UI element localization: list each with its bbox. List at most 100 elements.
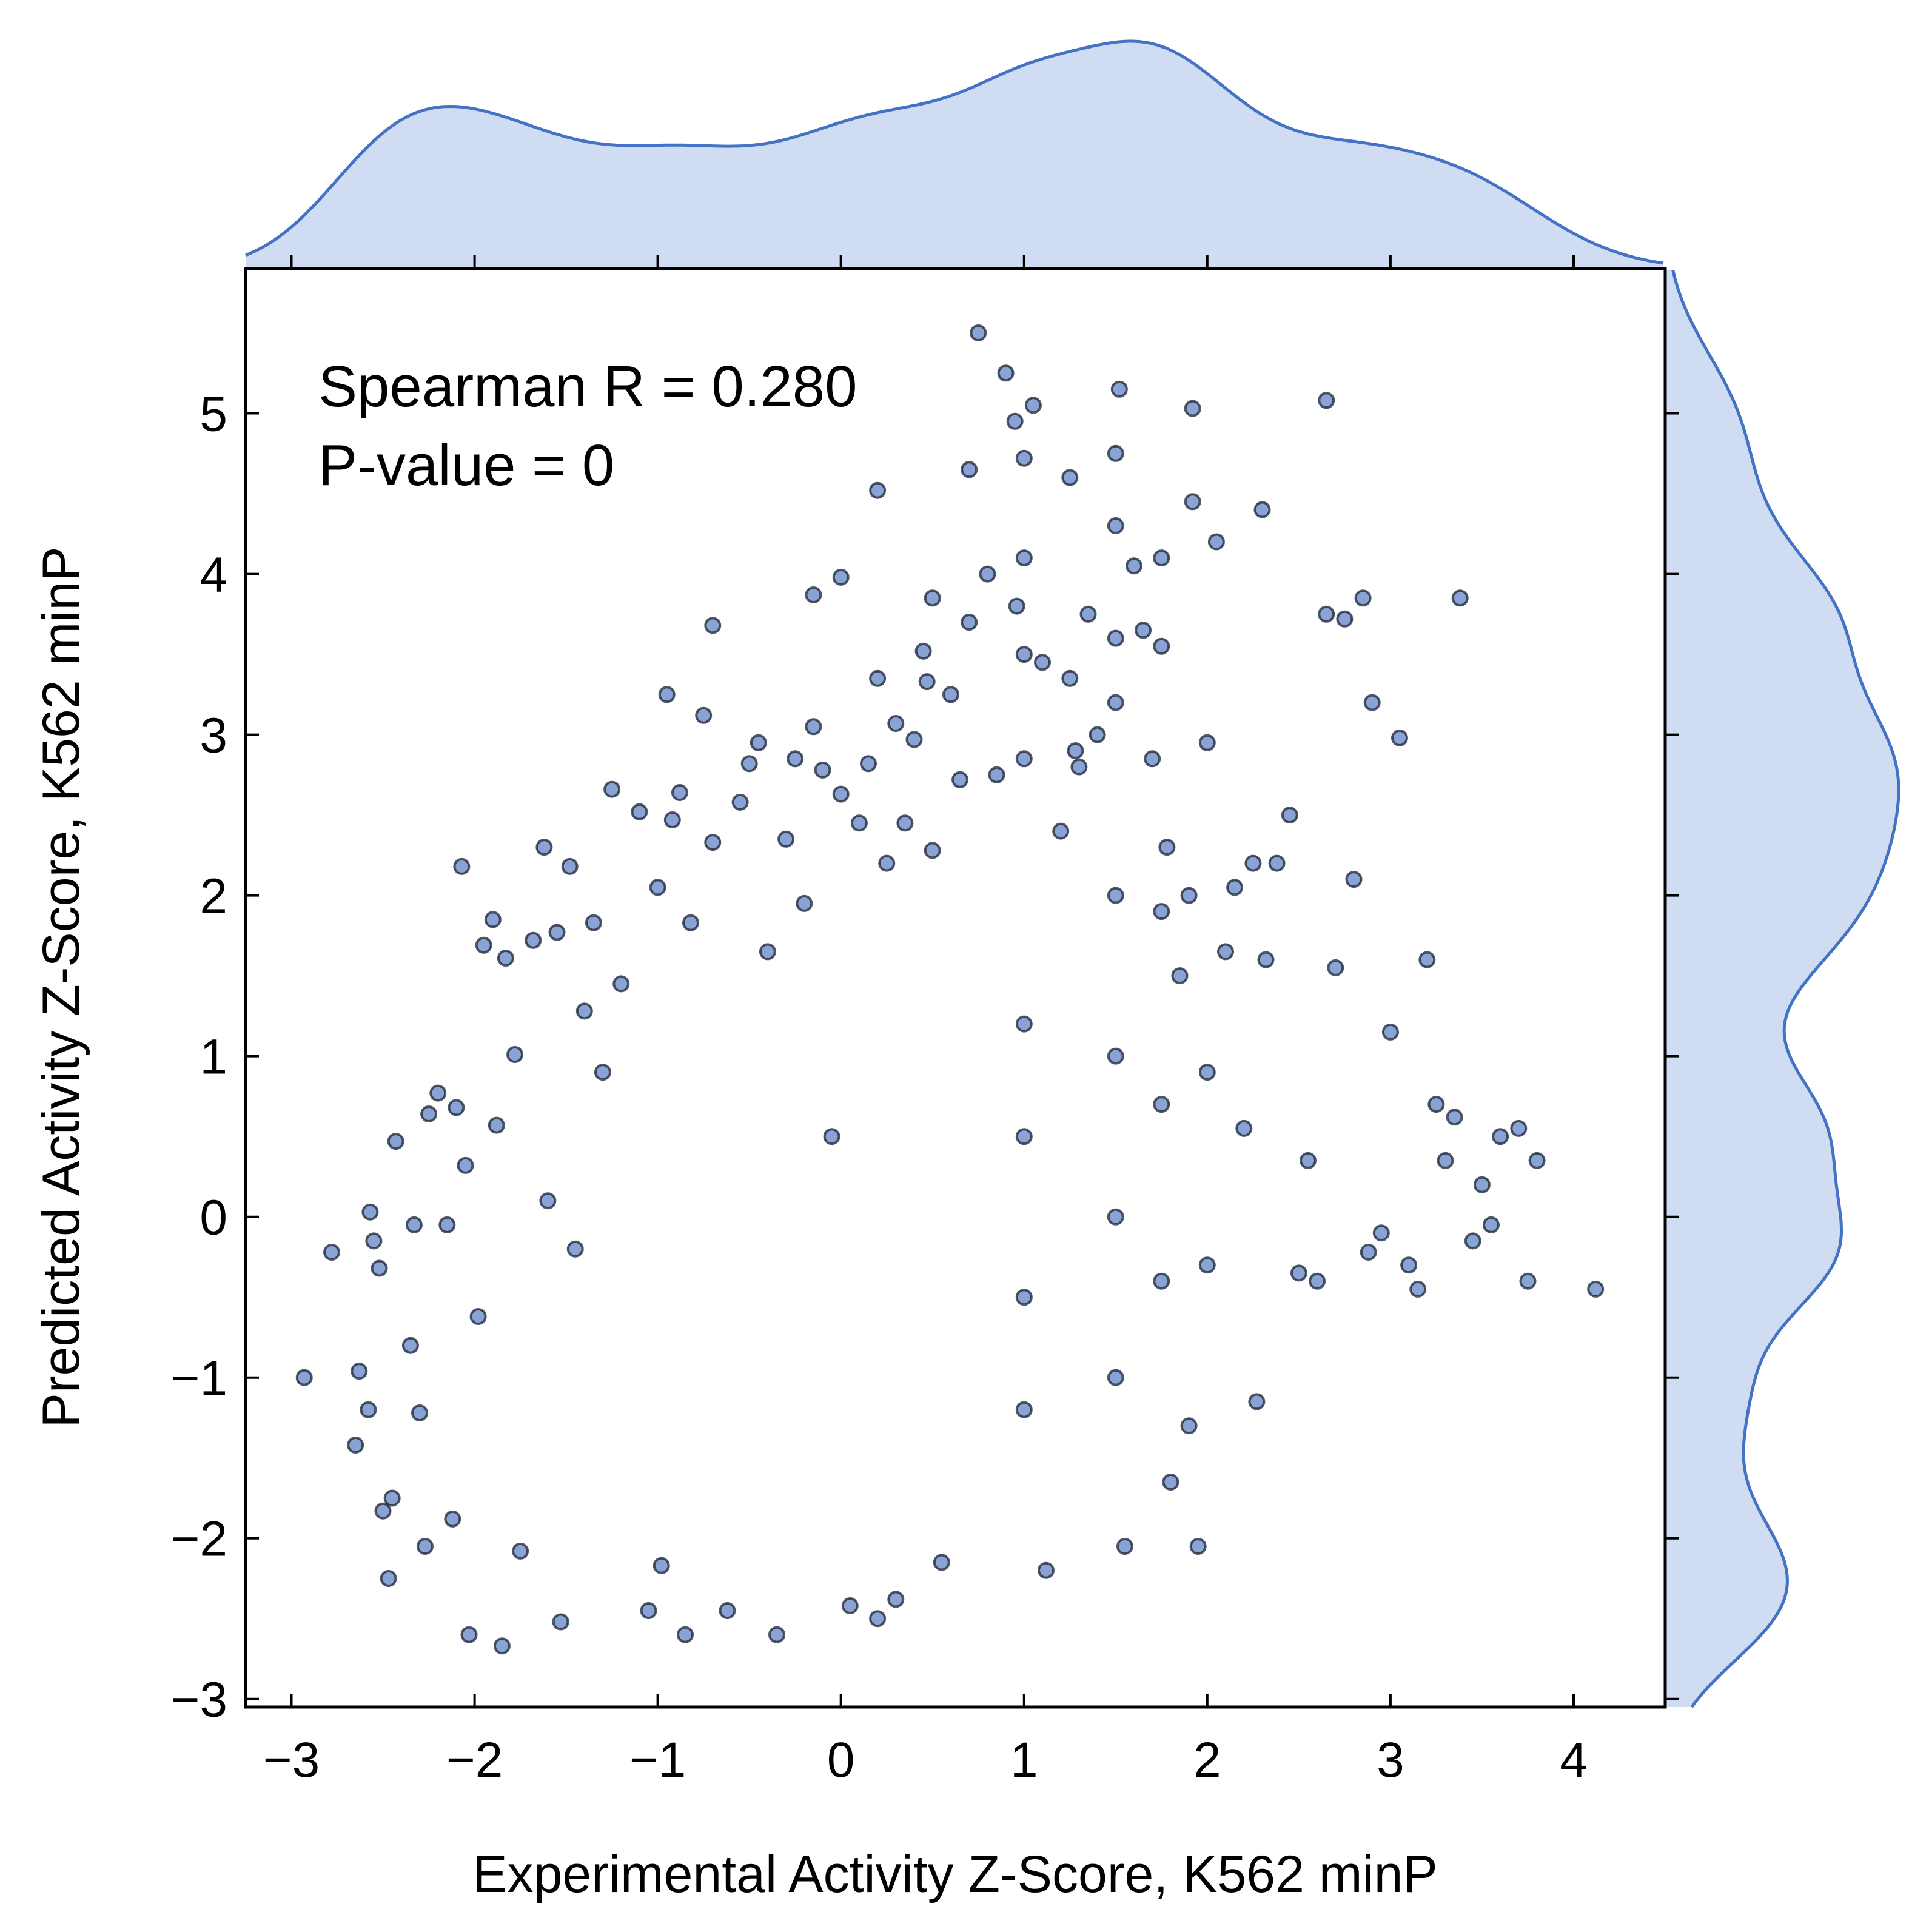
scatter-point [1126,557,1142,575]
x-tick-label: 3 [1377,1732,1404,1788]
scatter-point [1107,1047,1124,1065]
scatter-point [1034,654,1051,671]
scatter-point [1257,951,1275,968]
scatter-point [878,854,896,872]
scatter-point [719,1602,736,1619]
scatter-point [677,1626,694,1643]
scatter-point [1253,501,1271,518]
scatter-point [942,686,959,703]
scatter-point [295,1369,313,1386]
scatter-point [1015,449,1033,467]
scatter-point [1153,549,1170,567]
y-tick-label: −2 [171,1512,228,1567]
scatter-point [448,1099,465,1116]
scatter-point [484,911,502,928]
scatter-point [1107,517,1124,534]
scatter-point [887,715,905,732]
top-kde-line [245,39,1664,265]
scatter-point [561,857,579,875]
scatter-point [1144,750,1161,768]
scatter-point [1006,412,1024,430]
scatter-point [979,565,996,583]
scatter-point [832,785,850,803]
scatter-point [787,750,804,768]
scatter-point [649,879,666,896]
y-tick-label: −3 [171,1672,228,1728]
scatter-point [323,1244,340,1261]
scatter-point [1235,1119,1253,1137]
scatter-point [731,793,749,811]
top-kde-fill [246,41,1663,269]
scatter-point [905,731,923,748]
scatter-point [1226,879,1244,896]
scatter-point [1198,734,1216,751]
scatter-point [1116,1538,1133,1555]
scatter-point [1268,854,1286,872]
scatter-point [1492,1128,1509,1145]
x-axis-ticks: −3 −2 −1 0 1 2 3 4 [263,255,1588,1788]
scatter-point [1038,1561,1055,1579]
scatter-point [1052,822,1070,840]
scatter-point [653,1557,670,1574]
scatter-point [360,1401,377,1418]
scatter-point [1107,629,1124,647]
scatter-point [1189,1538,1207,1555]
scatter-point [671,784,688,801]
scatter-point [1309,1272,1326,1290]
scatter-point [1107,1369,1124,1386]
spearman-annotation: Spearman R = 0.280 [318,354,857,419]
scatter-point [585,914,602,931]
scatter-point [1207,533,1225,551]
scatter-point [704,617,722,634]
plot-frame [244,267,1667,1709]
scatter-point [420,1105,438,1122]
scatter-point [1290,1264,1307,1282]
scatter-point [506,1046,523,1063]
scatter-point [663,811,681,828]
scatter-point [1015,1401,1033,1418]
scatter-point [1217,943,1234,961]
scatter-point [374,1502,392,1520]
x-tick-label: 2 [1193,1732,1221,1788]
scatter-point [1363,694,1381,711]
scatter-point [603,780,621,798]
scatter-point [805,718,822,736]
x-tick-label: −2 [446,1732,503,1788]
scatter-point [1107,694,1124,711]
scatter-point [1528,1152,1546,1169]
scatter-point [1281,807,1298,824]
scatter-point [1437,1152,1454,1169]
scatter-point [1067,742,1084,760]
scatter-point [1107,444,1124,462]
scatter-point [1451,589,1469,607]
scatter-point [1180,887,1198,904]
scatter-point [768,1626,785,1643]
scatter-point [832,568,850,586]
scatter-point [850,814,868,832]
right-kde-fill [1665,270,1899,1708]
scatter-point [1345,871,1363,888]
scatter-point [1153,637,1170,655]
x-tick-label: 4 [1560,1732,1588,1788]
scatter-point [841,1597,859,1614]
scatter-point [961,461,978,478]
scatter-point [1107,1208,1124,1226]
scatter-point [704,834,722,851]
scatter-point [1135,622,1152,639]
scatter-point [997,364,1015,382]
scatter-point [475,936,492,954]
scatter-point [1244,854,1262,872]
scatter-point [1409,1280,1427,1298]
scatter-point [1061,469,1079,486]
top-marginal-kde [245,39,1664,269]
scatter-point [1587,1280,1605,1298]
scatter-point [860,755,877,773]
scatter-point [759,943,776,961]
scatter-point [1008,597,1025,615]
scatter-point [1400,1256,1418,1274]
scatter-point [869,481,887,499]
scatter-point [552,1613,569,1631]
scatter-point [695,706,713,724]
scatter-point [497,950,514,967]
pvalue-annotation: P-value = 0 [318,433,614,498]
